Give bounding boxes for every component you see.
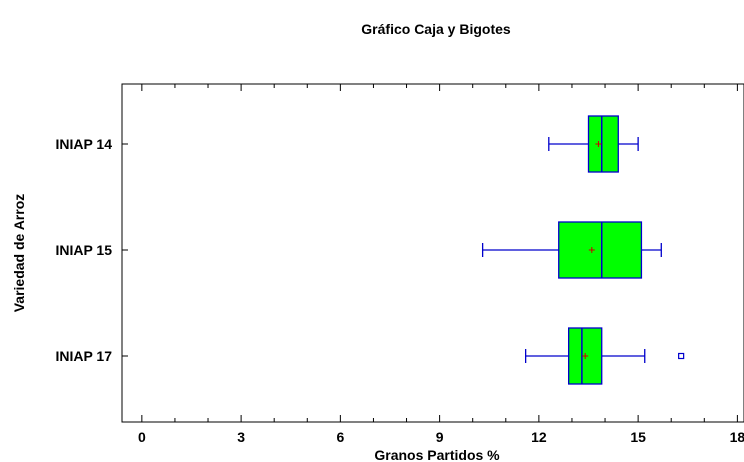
chart-marks: 0 3 6 9 12 15 18 INIAP 14 INIAP 15 INIAP 17 [55, 84, 744, 445]
y-category-label: INIAP 14 [55, 136, 112, 152]
y-axis-label: Variedad de Arroz [11, 194, 27, 313]
plot-area [121, 83, 744, 423]
x-axis-label: Granos Partidos % [374, 447, 500, 462]
x-tick-label: 9 [436, 429, 444, 445]
outlier-point [678, 352, 685, 360]
chart-title: Gráfico Caja y Bigotes [361, 21, 511, 37]
x-tick-label: 6 [336, 429, 344, 445]
y-category-label: INIAP 17 [55, 348, 112, 364]
x-tick-label: 3 [237, 429, 245, 445]
x-tick-label: 18 [730, 429, 744, 445]
box [587, 115, 619, 173]
x-tick-label: 15 [630, 429, 646, 445]
x-tick-label: 0 [138, 429, 146, 445]
y-category-label: INIAP 15 [55, 242, 112, 258]
box [558, 221, 643, 279]
x-tick-label: 12 [531, 429, 547, 445]
